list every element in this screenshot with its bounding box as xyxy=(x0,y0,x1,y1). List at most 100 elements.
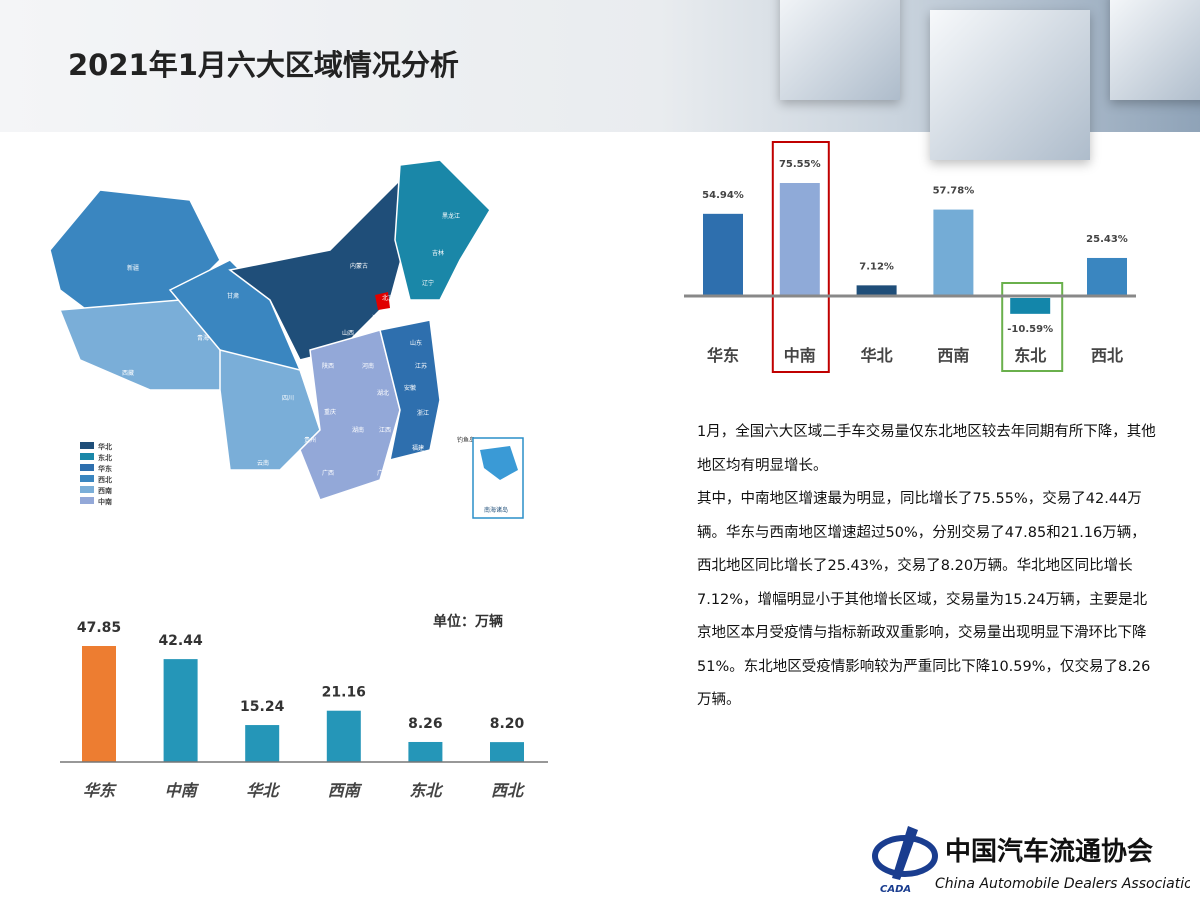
volume-value-label: 21.16 xyxy=(322,685,366,701)
volume-category-label: 华北 xyxy=(246,781,280,800)
map-label: 河南 xyxy=(362,362,374,370)
decor-cube xyxy=(1110,0,1200,100)
growth-value-label: -10.59% xyxy=(1007,324,1053,335)
legend-label: 东北 xyxy=(98,453,112,462)
map-label: 广东 xyxy=(377,469,389,477)
map-label: 安徽 xyxy=(404,384,416,392)
volume-category-label: 中南 xyxy=(165,781,200,800)
inset-label: 南海诸岛 xyxy=(484,506,508,514)
volume-bar-chart: 47.85 华东 42.44 中南 15.24 华北 21.16 西南 8.26 东北 8.20 西北 xyxy=(60,620,548,800)
map-label: 重庆 xyxy=(324,408,336,416)
volume-category-label: 西南 xyxy=(328,781,363,800)
map-label: 山西 xyxy=(342,329,354,337)
growth-category-label: 西南 xyxy=(937,346,969,365)
decor-cube xyxy=(780,0,900,100)
highlight-box-red xyxy=(771,141,830,373)
map-region xyxy=(394,159,491,301)
growth-category-label: 西北 xyxy=(1091,346,1123,365)
map-label: 海南 xyxy=(322,514,334,522)
growth-category-label: 华北 xyxy=(861,346,893,365)
volume-value-label: 8.26 xyxy=(408,716,443,732)
legend-swatch xyxy=(80,475,94,482)
map-label: 河北 xyxy=(372,314,384,322)
growth-bar xyxy=(779,183,820,296)
map-label: 天津 xyxy=(399,311,411,318)
logo-abbr: CADA xyxy=(880,884,911,895)
map-region xyxy=(228,179,421,361)
map-label: 江苏 xyxy=(415,362,427,370)
growth-bar xyxy=(933,209,974,296)
map-label: 云南 xyxy=(257,459,269,467)
legend-swatch xyxy=(80,497,94,504)
volume-bar xyxy=(163,659,198,762)
volume-bar xyxy=(490,742,524,762)
map-label: 江西 xyxy=(379,427,391,434)
map-label: 湖南 xyxy=(352,426,364,434)
unit-label: 单位：万辆 xyxy=(433,614,503,630)
growth-bar-chart: 54.94% 华东 75.55% 中南 7.12% 华北 57.78% 西南 -10.59% 东北… xyxy=(684,141,1136,373)
volume-value-label: 15.24 xyxy=(240,699,285,715)
map-label: 福建 xyxy=(412,444,424,452)
map-label: 西藏 xyxy=(122,369,134,377)
growth-bar xyxy=(1087,257,1127,296)
volume-bar xyxy=(408,741,443,762)
volume-category-label: 东北 xyxy=(409,781,443,800)
decor-cube xyxy=(930,10,1090,160)
paragraph: 其中，中南地区增速最为明显，同比增长了75.55%，交易了42.44万辆。华东与… xyxy=(697,491,1151,708)
inset-land xyxy=(480,446,518,480)
map-region xyxy=(379,319,441,462)
growth-bar xyxy=(856,285,897,296)
map-label: 上海 xyxy=(442,384,454,392)
map-label: 内蒙古 xyxy=(350,262,368,270)
growth-category-label: 中南 xyxy=(784,346,816,365)
volume-value-label: 42.44 xyxy=(158,633,203,649)
map-label: 吉林 xyxy=(432,249,444,257)
legend-swatch xyxy=(80,442,94,449)
growth-value-label: 75.55% xyxy=(779,159,821,170)
map-label: 浙江 xyxy=(417,409,429,417)
map-label: 台湾 xyxy=(427,464,439,472)
page-title: 2021年1月六大区域情况分析 xyxy=(68,48,459,82)
growth-category-label: 东北 xyxy=(1014,346,1046,365)
paragraph: 1月，全国六大区域二手车交易量仅东北地区较去年同期有所下降，其他地区均有明显增长… xyxy=(697,424,1156,474)
growth-value-label: 57.78% xyxy=(933,186,975,197)
map-label: 黑龙江 xyxy=(442,212,460,220)
map-label: 四川 xyxy=(282,395,294,402)
legend-label: 华东 xyxy=(98,464,112,473)
growth-bar xyxy=(1010,298,1051,314)
map-label: 澳门 xyxy=(350,499,362,507)
volume-category-label: 西北 xyxy=(491,781,525,800)
map-label: 广西 xyxy=(322,469,334,477)
legend-swatch xyxy=(80,464,94,471)
volume-value-label: 8.20 xyxy=(490,716,525,732)
map-label: 湖北 xyxy=(377,389,389,397)
volume-value-label: 47.85 xyxy=(77,620,121,636)
header-banner: 2021年1月六大区域情况分析 xyxy=(0,0,1200,160)
map-label: 香港 xyxy=(382,487,394,495)
growth-category-label: 华东 xyxy=(707,346,739,365)
legend-label: 西北 xyxy=(98,475,112,484)
map-label: 青海 xyxy=(197,334,209,342)
analysis-text: 1月，全国六大区域二手车交易量仅东北地区较去年同期有所下降，其他地区均有明显增长… xyxy=(697,416,1157,718)
map-label: 贵州 xyxy=(304,436,316,444)
map-label: 北京 xyxy=(382,294,394,302)
growth-bar xyxy=(703,213,743,296)
logo-mark-icon xyxy=(892,826,918,880)
legend-swatch xyxy=(80,486,94,493)
map-label: 山东 xyxy=(410,339,422,347)
map-label: 钓鱼岛 xyxy=(457,436,475,444)
growth-value-label: 25.43% xyxy=(1086,234,1128,245)
legend-swatch xyxy=(80,453,94,460)
volume-bar xyxy=(245,725,280,762)
cada-logo: CADA 中国汽车流通协会 China Automobile Dealers A… xyxy=(870,818,1200,898)
legend-label: 西南 xyxy=(98,486,112,495)
growth-value-label: 7.12% xyxy=(859,261,894,272)
map-label: 陕西 xyxy=(322,362,334,370)
volume-bar xyxy=(326,710,361,762)
logo-en: China Automobile Dealers Association xyxy=(935,876,1190,892)
map-label: 新疆 xyxy=(127,264,139,272)
volume-category-label: 华东 xyxy=(83,781,117,800)
map-label: 甘肃 xyxy=(227,292,239,300)
volume-bar xyxy=(82,646,116,762)
